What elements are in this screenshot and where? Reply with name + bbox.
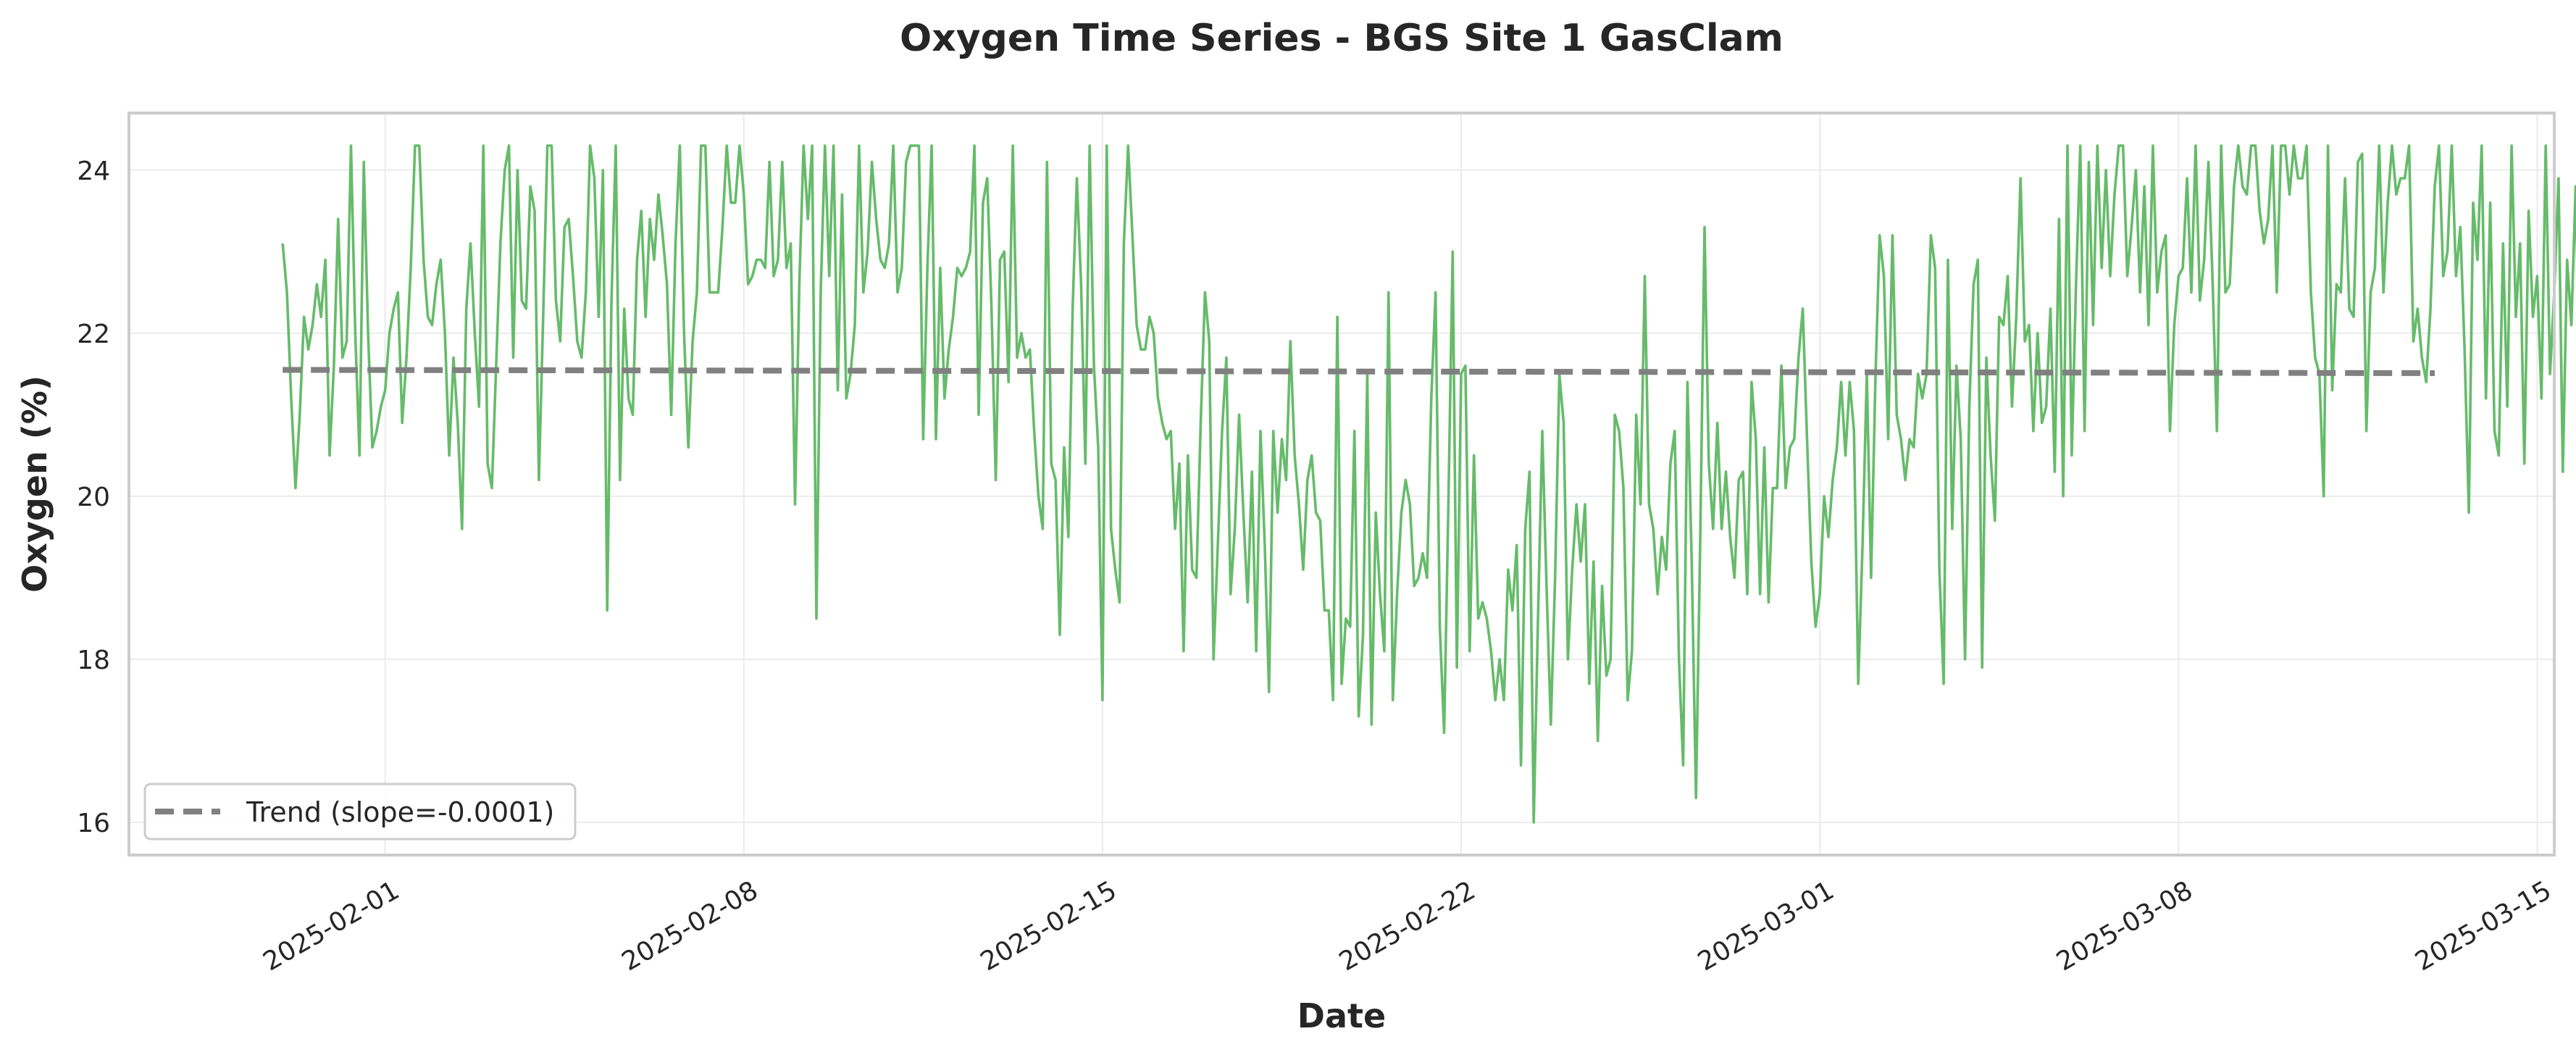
oxygen-series-line [281, 144, 2576, 824]
legend: Trend (slope=-0.0001) [143, 783, 577, 841]
series-layer [281, 144, 2576, 824]
y-tick-label: 16 [77, 809, 110, 838]
trend-line [283, 367, 2435, 376]
legend-trend-label: Trend (slope=-0.0001) [246, 796, 554, 828]
y-tick-label: 18 [77, 646, 110, 675]
legend-box [143, 783, 577, 841]
y-tick-label: 20 [77, 483, 110, 512]
y-tick-label: 22 [77, 320, 110, 349]
plot-frame [127, 112, 2556, 856]
chart-title: Oxygen Time Series - BGS Site 1 GasClam [900, 17, 1783, 60]
y-axis-label: Oxygen (%) [15, 375, 54, 593]
x-axis-label: Date [1297, 996, 1386, 1035]
y-tick-label: 24 [77, 157, 110, 186]
